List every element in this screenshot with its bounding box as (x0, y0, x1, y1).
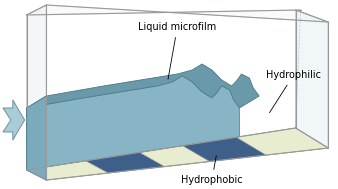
Polygon shape (183, 137, 266, 161)
Text: Liquid microfilm: Liquid microfilm (138, 22, 217, 79)
Polygon shape (3, 100, 25, 140)
Text: Hydrophilic: Hydrophilic (266, 70, 321, 113)
Polygon shape (27, 64, 259, 108)
Polygon shape (27, 96, 46, 180)
Polygon shape (86, 152, 165, 173)
Polygon shape (27, 5, 328, 22)
Polygon shape (237, 128, 328, 155)
Polygon shape (27, 161, 108, 180)
Polygon shape (27, 5, 46, 180)
Polygon shape (27, 76, 239, 170)
Polygon shape (140, 146, 210, 167)
Polygon shape (296, 10, 328, 148)
Text: Hydrophobic: Hydrophobic (181, 156, 243, 185)
Polygon shape (27, 128, 328, 180)
